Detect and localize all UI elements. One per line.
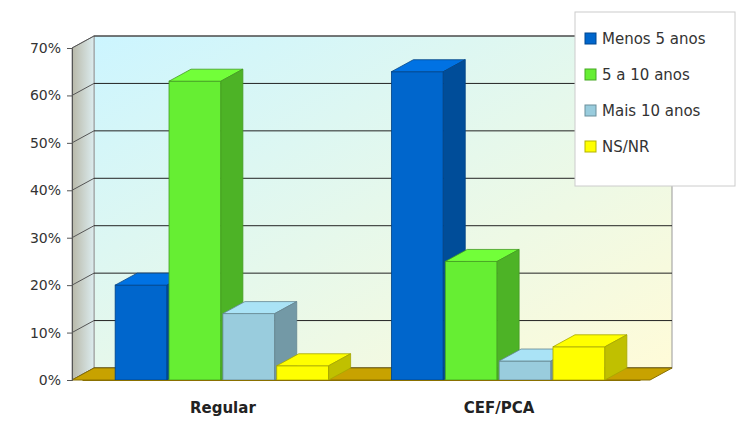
legend-box xyxy=(575,12,735,186)
axis-line xyxy=(83,380,641,381)
bar-front xyxy=(223,314,275,380)
tick: 10% xyxy=(30,325,72,341)
grid-line xyxy=(72,83,94,95)
bar-side xyxy=(329,354,351,380)
bar-front xyxy=(445,261,497,380)
tick-label: 20% xyxy=(30,277,61,293)
legend-swatch xyxy=(585,141,596,152)
chart: 0% 10% 20% 30% 40% 50% 60% 70% Regular CEF/PCA Men… xyxy=(0,0,743,444)
side-wall xyxy=(72,36,94,380)
grid-line xyxy=(72,131,94,143)
grid-line xyxy=(72,321,94,333)
bar-front xyxy=(553,347,605,380)
legend-swatch xyxy=(585,105,596,116)
tick-mark xyxy=(67,143,72,144)
tick-mark xyxy=(67,238,72,239)
tick: 20% xyxy=(30,277,72,293)
tick: 0% xyxy=(39,372,72,388)
tick: 70% xyxy=(30,40,72,56)
legend: Menos 5 anos 5 a 10 anos Mais 10 anos NS/NR xyxy=(575,12,735,186)
tick-mark xyxy=(67,48,72,49)
tick-label: 50% xyxy=(30,135,61,151)
x-axis: Regular CEF/PCA xyxy=(83,381,641,417)
tick-mark xyxy=(67,333,72,334)
grid-line xyxy=(72,178,94,190)
bar-side xyxy=(605,335,627,380)
category-label: Regular xyxy=(190,399,256,417)
tick-label: 40% xyxy=(30,182,61,198)
bars xyxy=(115,60,627,380)
tick: 30% xyxy=(30,230,72,246)
tick-label: 10% xyxy=(30,325,61,341)
legend-label: 5 a 10 anos xyxy=(602,66,690,84)
tick: Regular xyxy=(190,399,256,417)
tick-label: 0% xyxy=(39,372,61,388)
bar-front xyxy=(115,285,167,380)
category-label: CEF/PCA xyxy=(464,399,535,417)
tick-mark xyxy=(67,380,72,381)
bar xyxy=(553,335,627,380)
tick: CEF/PCA xyxy=(464,399,535,417)
tick-mark xyxy=(67,95,72,96)
tick: 50% xyxy=(30,135,72,151)
tick: 40% xyxy=(30,182,72,198)
bar-front xyxy=(391,72,443,380)
bar-front xyxy=(499,361,551,380)
legend-swatch xyxy=(585,33,596,44)
tick-label: 60% xyxy=(30,87,61,103)
grid-line xyxy=(72,226,94,238)
bar xyxy=(277,354,351,380)
grid-line xyxy=(72,36,94,48)
legend-label: Mais 10 anos xyxy=(602,102,701,120)
bar-front xyxy=(277,366,329,380)
tick: 60% xyxy=(30,87,72,103)
grid-line xyxy=(72,273,94,285)
bar-front xyxy=(169,81,221,380)
tick-mark xyxy=(67,190,72,191)
tick-label: 30% xyxy=(30,230,61,246)
legend-swatch xyxy=(585,69,596,80)
tick-label: 70% xyxy=(30,40,61,56)
y-axis: 0% 10% 20% 30% 40% 50% 60% 70% xyxy=(30,40,73,388)
legend-label: NS/NR xyxy=(602,138,649,156)
tick-mark xyxy=(67,285,72,286)
axis-line xyxy=(67,49,73,381)
legend-label: Menos 5 anos xyxy=(602,30,706,48)
